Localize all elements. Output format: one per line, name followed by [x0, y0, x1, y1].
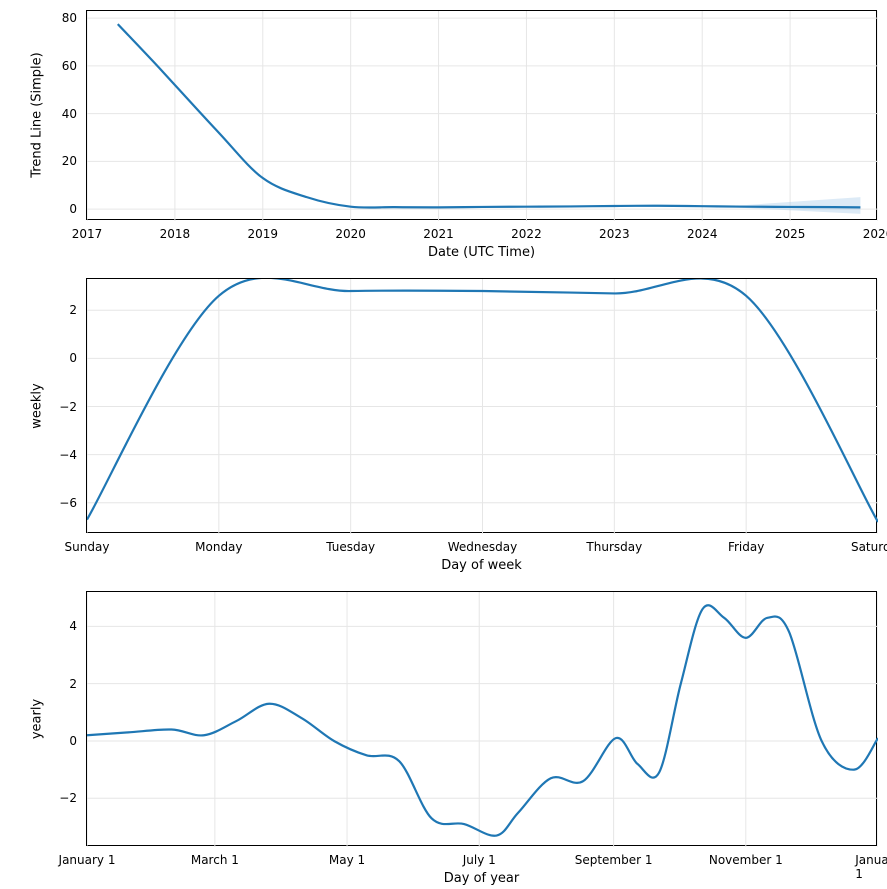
ytick-label: 60	[62, 59, 77, 73]
xtick-label: January 1	[59, 853, 116, 867]
ytick-label: 0	[69, 202, 77, 216]
xtick-label: Tuesday	[326, 540, 375, 554]
weekly-panel: weekly Day of week SundayMondayTuesdayWe…	[86, 278, 877, 533]
xtick-label: January 1	[855, 853, 887, 881]
xtick-label: Friday	[728, 540, 764, 554]
xtick-label: July 1	[463, 853, 496, 867]
ytick-label: 0	[69, 351, 77, 365]
ytick-label: 0	[69, 734, 77, 748]
ytick-label: 40	[62, 107, 77, 121]
xtick-label: 2020	[335, 227, 366, 241]
weekly-svg	[87, 279, 878, 534]
yearly-ylabel: yearly	[30, 698, 45, 738]
xtick-label: September 1	[575, 853, 653, 867]
ytick-label: 4	[69, 619, 77, 633]
xtick-label: Wednesday	[448, 540, 517, 554]
yearly-svg	[87, 592, 878, 847]
ytick-label: 2	[69, 677, 77, 691]
trend-svg	[87, 11, 878, 221]
xtick-label: 2019	[247, 227, 278, 241]
ytick-label: −2	[59, 400, 77, 414]
trend-panel: Trend Line (Simple) Date (UTC Time) 2017…	[86, 10, 877, 220]
xtick-label: Thursday	[586, 540, 642, 554]
xtick-label: 2025	[775, 227, 806, 241]
xtick-label: 2021	[423, 227, 454, 241]
xtick-label: Sunday	[65, 540, 110, 554]
ytick-label: 80	[62, 11, 77, 25]
xtick-label: March 1	[191, 853, 239, 867]
xtick-label: 2017	[72, 227, 103, 241]
xtick-label: May 1	[329, 853, 365, 867]
xtick-label: 2022	[511, 227, 542, 241]
trend-ylabel: Trend Line (Simple)	[30, 52, 45, 177]
xtick-label: 2026	[863, 227, 887, 241]
weekly-xlabel: Day of week	[441, 558, 522, 573]
weekly-ylabel: weekly	[30, 383, 45, 428]
xtick-label: 2023	[599, 227, 630, 241]
ytick-label: 2	[69, 303, 77, 317]
trend-xlabel: Date (UTC Time)	[428, 245, 535, 260]
ytick-label: 20	[62, 154, 77, 168]
yearly-panel: yearly Day of year January 1March 1May 1…	[86, 591, 877, 846]
figure: Trend Line (Simple) Date (UTC Time) 2017…	[10, 10, 877, 846]
ytick-label: −6	[59, 496, 77, 510]
xtick-label: 2024	[687, 227, 718, 241]
ytick-label: −2	[59, 791, 77, 805]
xtick-label: Saturday	[851, 540, 887, 554]
yearly-xlabel: Day of year	[444, 871, 519, 886]
xtick-label: Monday	[195, 540, 242, 554]
xtick-label: November 1	[709, 853, 783, 867]
xtick-label: 2018	[160, 227, 191, 241]
ytick-label: −4	[59, 448, 77, 462]
